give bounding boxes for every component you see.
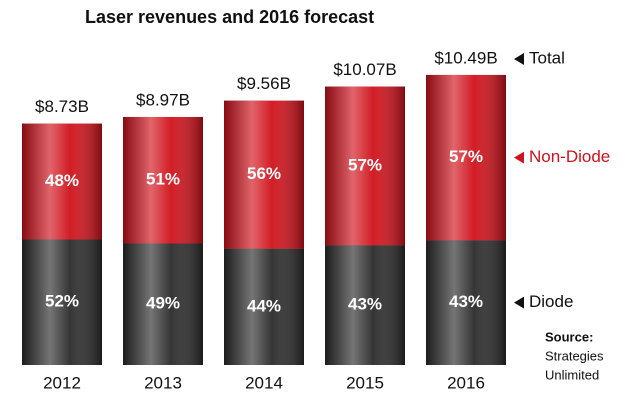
legend-label: Total [529,48,565,67]
legend-arrow [514,296,524,309]
x-tick-label: 2013 [144,373,182,392]
bar-shine [224,248,304,365]
bar-shine [325,245,405,365]
total-label: $10.07B [333,60,396,79]
legend-arrow [514,52,524,65]
total-label: $9.56B [237,74,291,93]
chart-title: Laser revenues and 2016 forecast [85,7,374,27]
legend-arrow [514,151,524,164]
segment-label: 44% [247,296,281,315]
segment-label: 48% [45,171,79,190]
segment-label: 52% [45,292,79,311]
x-tick-label: 2014 [245,373,283,392]
bar-shine [325,86,405,246]
source-text: Unlimited [545,367,599,382]
bar-shine [426,74,506,241]
x-tick-label: 2012 [43,373,81,392]
segment-label: 57% [449,147,483,166]
bar-shine [123,116,203,244]
bar-shine [426,240,506,365]
total-label: $8.73B [35,97,89,116]
segment-label: 43% [449,292,483,311]
source-text: Strategies [545,348,604,363]
bar-shine [22,239,102,365]
total-label: $10.49B [434,48,497,67]
bar-shine [123,243,203,365]
segment-label: 49% [146,294,180,313]
source-label: Source: [545,329,593,344]
total-label: $8.97B [136,90,190,109]
x-tick-label: 2016 [447,373,485,392]
bar-shine [22,123,102,240]
legend-label: Diode [529,292,573,311]
bar-shine [224,100,304,249]
x-tick-label: 2015 [346,373,384,392]
segment-label: 57% [348,155,382,174]
segment-label: 43% [348,295,382,314]
segment-label: 56% [247,164,281,183]
segment-label: 51% [146,170,180,189]
legend-label: Non-Diode [529,147,610,166]
